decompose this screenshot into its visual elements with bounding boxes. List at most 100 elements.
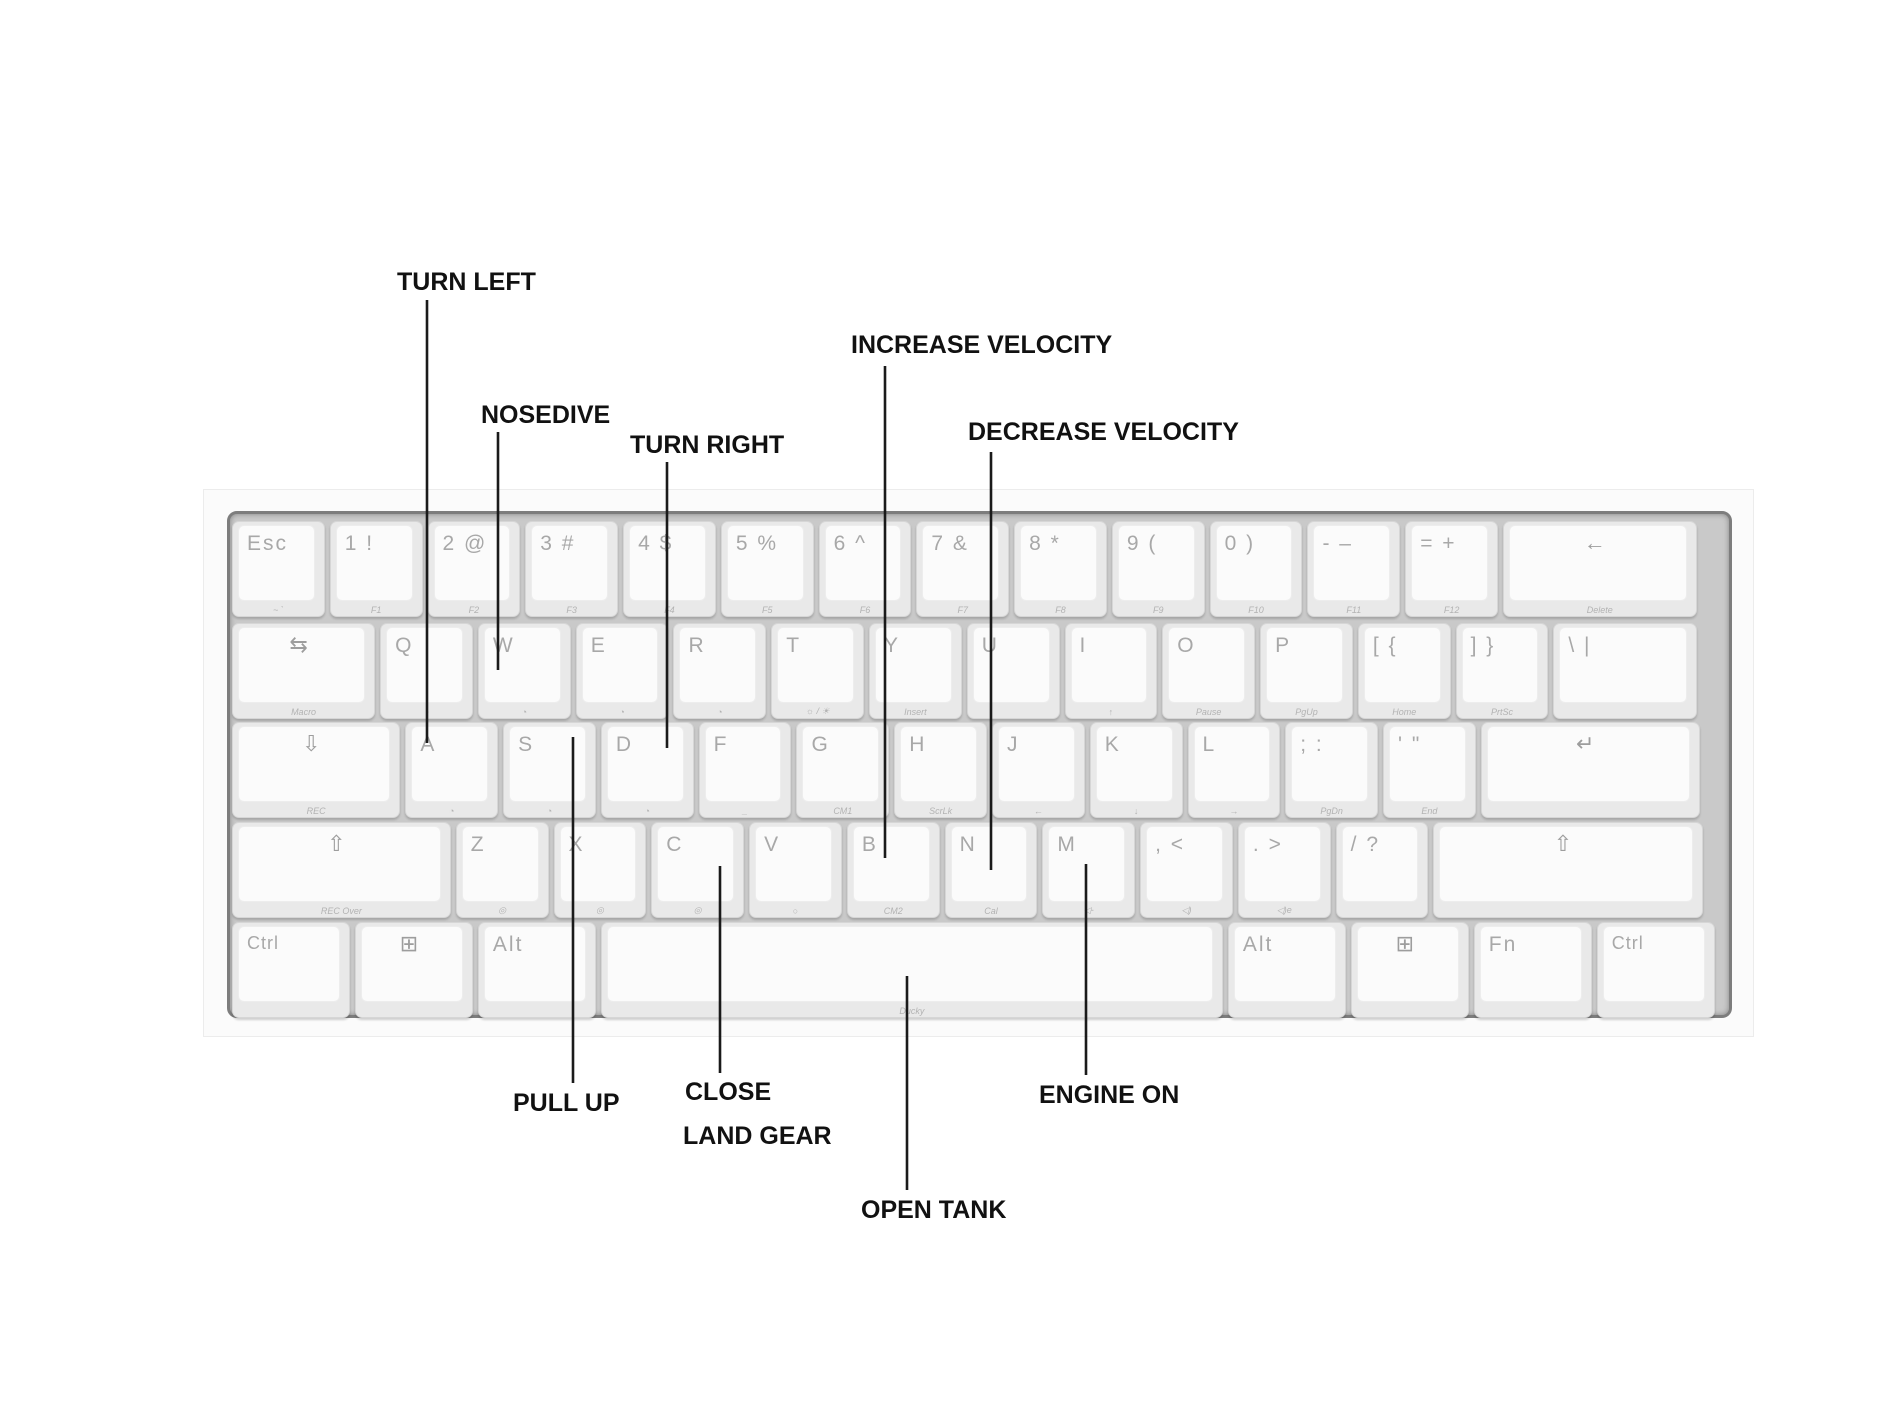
key-caps[interactable]: ⇩ REC	[232, 722, 401, 818]
key-z[interactable]: Z ◎	[455, 822, 549, 918]
key-legend: V	[764, 833, 781, 856]
keycap-top	[950, 826, 1028, 902]
key-c[interactable]: C ◎	[651, 822, 745, 918]
key-v[interactable]: V ○	[749, 822, 842, 918]
key-legend: Z	[470, 833, 486, 856]
key-d[interactable]: D ◔	[600, 722, 694, 818]
key-u[interactable]: U	[966, 623, 1060, 719]
key-lwin[interactable]: ⊞	[354, 922, 473, 1018]
key-legend: ⇧	[327, 831, 346, 856]
key-sublegend: ◔	[644, 806, 650, 816]
key-q[interactable]: Q ◔	[380, 623, 473, 719]
key-minus[interactable]: - – F11	[1307, 521, 1401, 617]
key-legend: ; :	[1300, 733, 1324, 756]
key-legend: A	[420, 733, 437, 756]
key-backspace[interactable]: ← Delete	[1502, 521, 1697, 617]
key-fn[interactable]: Fn	[1473, 922, 1592, 1018]
key-sublegend: ◔	[449, 806, 455, 816]
keycap-top	[900, 726, 977, 802]
key-1[interactable]: 1 ! F1	[329, 521, 423, 617]
keycap-top	[852, 826, 930, 902]
key-n[interactable]: N Cal	[944, 822, 1038, 918]
key-sublegend: ◁)	[1181, 905, 1192, 915]
key-0[interactable]: 0 ) F10	[1209, 521, 1303, 617]
key-9[interactable]: 9 (F9	[1111, 521, 1205, 617]
key-comma[interactable]: , < ◁)	[1140, 822, 1233, 918]
key-esc[interactable]: Esc ~ `	[232, 521, 325, 617]
key-ralt[interactable]: Alt	[1227, 922, 1346, 1018]
keycap-top	[997, 726, 1075, 802]
key-sublegend: ☼ / ☀	[805, 706, 830, 716]
key-h[interactable]: H ScrLk	[894, 722, 987, 818]
key-period[interactable]: . > ◁)e	[1237, 822, 1331, 918]
key-sublegend: F2	[468, 605, 480, 615]
key-sublegend: PrtSc	[1490, 707, 1513, 717]
key-slash[interactable]: / ?	[1335, 822, 1429, 918]
key-rwin[interactable]: ⊞	[1350, 922, 1469, 1018]
key-enter[interactable]: ↵	[1480, 722, 1700, 818]
key-s[interactable]: S ◔	[503, 722, 596, 818]
key-legend: K	[1104, 733, 1121, 756]
keycap-top	[755, 826, 832, 902]
key-legend: Ctrl	[1611, 933, 1644, 953]
key-rshift[interactable]: ⇧	[1433, 822, 1703, 918]
key-l[interactable]: L →	[1187, 722, 1281, 818]
key-legend: - –	[1322, 532, 1353, 555]
keycap-top	[606, 926, 1213, 1002]
key-rbracket[interactable]: ] } PrtSc	[1455, 623, 1549, 719]
key-j[interactable]: J ←	[991, 722, 1085, 818]
key-legend: Esc	[247, 532, 289, 555]
key-backslash[interactable]: \ |	[1553, 623, 1697, 719]
key-x[interactable]: X ◎	[553, 822, 647, 918]
key-i[interactable]: I ↑	[1064, 623, 1158, 719]
key-legend: [ {	[1372, 634, 1398, 657]
key-a[interactable]: A ◔	[405, 722, 499, 818]
key-k[interactable]: K ↓	[1089, 722, 1183, 818]
keycap-top	[972, 627, 1050, 703]
label-open-tank: OPEN TANK	[861, 1196, 1007, 1224]
key-g[interactable]: G CM1	[796, 722, 890, 818]
key-quote[interactable]: ' " End	[1383, 722, 1476, 818]
keycap-top	[1095, 726, 1173, 802]
key-p[interactable]: P PgUp	[1260, 623, 1353, 719]
key-y[interactable]: Y Insert	[869, 623, 962, 719]
keycap-top	[238, 726, 391, 802]
key-8[interactable]: 8 * F8	[1014, 521, 1107, 617]
keycap-top	[461, 826, 539, 902]
key-lshift[interactable]: ⇧ REC Over	[232, 822, 451, 918]
key-legend: N	[959, 833, 977, 856]
key-legend: 5 %	[735, 532, 779, 555]
key-rctrl[interactable]: Ctrl	[1596, 922, 1715, 1018]
key-4[interactable]: 4 $ F4	[623, 521, 716, 617]
key-w[interactable]: W ◔	[477, 623, 571, 719]
key-legend: O	[1177, 634, 1196, 657]
key-sublegend: F11	[1346, 605, 1362, 615]
label-close: CLOSE	[685, 1078, 772, 1106]
key-lctrl[interactable]: Ctrl	[232, 922, 350, 1018]
keycap-top	[802, 726, 880, 802]
key-sublegend: Pause	[1195, 707, 1222, 717]
key-sublegend: F4	[664, 605, 675, 615]
key-lbracket[interactable]: [ {Home	[1357, 623, 1451, 719]
key-3[interactable]: 3 # F3	[525, 521, 619, 617]
key-lalt[interactable]: Alt	[477, 922, 596, 1018]
key-sublegend: F1	[370, 605, 382, 615]
key-tab[interactable]: ⇆ Macro	[232, 623, 376, 719]
key-space[interactable]: Ducky	[600, 922, 1223, 1018]
key-m[interactable]: M ◁-	[1042, 822, 1136, 918]
key-equal[interactable]: = + F12	[1405, 521, 1498, 617]
key-sublegend: CM2	[883, 906, 903, 916]
key-7[interactable]: 7 & F7	[916, 521, 1010, 617]
key-o[interactable]: O Pause	[1162, 623, 1256, 719]
label-increase-velocity: INCREASE VELOCITY	[851, 331, 1113, 359]
key-b[interactable]: B CM2	[846, 822, 940, 918]
key-2[interactable]: 2 @ F2	[427, 521, 521, 617]
key-6[interactable]: 6 ^ F6	[818, 521, 912, 617]
key-5[interactable]: 5 % F5	[720, 521, 814, 617]
key-t[interactable]: T ☼ / ☀	[771, 623, 864, 719]
key-e[interactable]: E ◔	[575, 623, 669, 719]
keycap-top	[1341, 826, 1419, 902]
key-semicolon[interactable]: ; : PgDn	[1285, 722, 1379, 818]
key-r[interactable]: R ◔	[673, 623, 767, 719]
key-f[interactable]: F _	[698, 722, 792, 818]
